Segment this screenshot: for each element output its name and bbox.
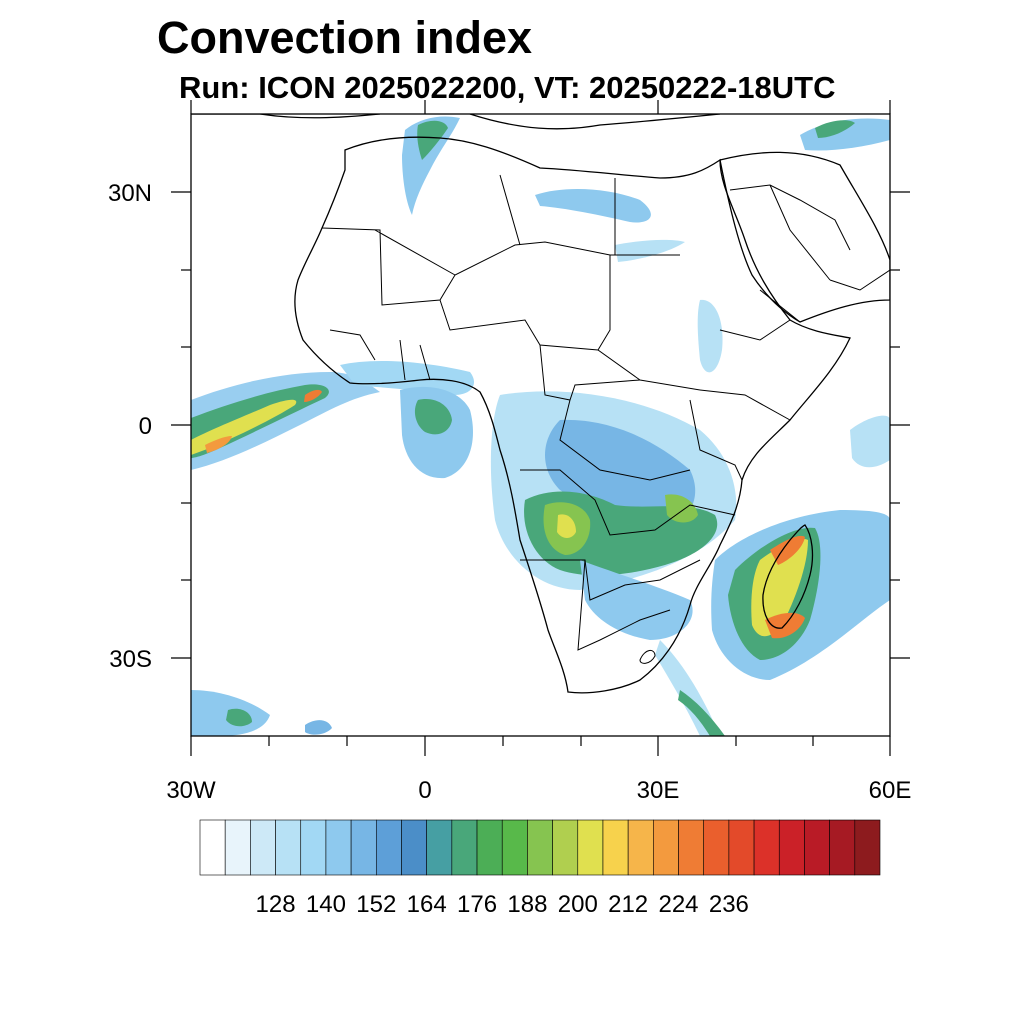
colorbar-tick-label: 224 <box>658 891 698 918</box>
arabia-coastline <box>719 151 890 323</box>
colorbar-box <box>199 819 226 876</box>
colorbar-tick-label: 164 <box>407 891 447 918</box>
field-region <box>697 299 723 373</box>
colorbar-box <box>602 819 629 876</box>
lat-label-30n: 30N <box>108 180 152 207</box>
colorbar-box <box>854 819 881 876</box>
field-region <box>535 188 651 223</box>
colorbar-box <box>829 819 856 876</box>
colorbar-tick-label: 212 <box>608 891 648 918</box>
colorbar-box <box>753 819 780 876</box>
colorbar-tick-label: 176 <box>457 891 497 918</box>
field-region <box>580 560 693 640</box>
country-borders <box>321 174 890 664</box>
field-region <box>678 690 725 736</box>
colorbar-tick-label: 152 <box>356 891 396 918</box>
colorbar-box <box>275 819 302 876</box>
border-line <box>321 227 680 306</box>
field-region <box>340 360 475 395</box>
field-region <box>815 120 855 138</box>
africa-coastline <box>294 136 851 694</box>
border-line <box>639 650 656 664</box>
colorbar-box <box>804 819 830 876</box>
colorbar-box <box>678 819 705 876</box>
chart-subtitle: Run: ICON 2025022200, VT: 20250222-18UTC <box>179 70 836 105</box>
colorbar-box <box>451 819 478 876</box>
border-line <box>719 269 890 341</box>
convection-field <box>191 116 890 736</box>
colorbar-box <box>325 819 352 876</box>
colorbar-box <box>426 819 453 876</box>
lon-label-30w: 30W <box>166 777 216 804</box>
colorbar-box <box>250 819 276 876</box>
border-line <box>520 559 701 601</box>
colorbar-tick-label: 140 <box>306 891 346 918</box>
field-region <box>305 720 332 735</box>
field-region <box>770 535 805 565</box>
border-line <box>329 329 431 381</box>
lon-label-60e: 60E <box>869 777 912 804</box>
field-region <box>751 538 808 637</box>
chart-title: Convection index <box>157 12 533 63</box>
colorbar-box <box>527 819 553 876</box>
field-region <box>402 116 460 215</box>
colorbar-box <box>300 819 327 876</box>
axis-ticks <box>171 100 910 756</box>
colorbar-box <box>577 819 604 876</box>
colorbar-tick-label: 188 <box>507 891 547 918</box>
colorbar-box <box>476 819 503 876</box>
field-region <box>557 514 576 538</box>
colorbar-tick-label: 200 <box>558 891 598 918</box>
lon-label-0: 0 <box>418 777 431 804</box>
border-line <box>499 174 616 351</box>
colorbar-box <box>627 819 654 876</box>
colorbar-box <box>653 819 679 876</box>
colorbar-box <box>401 819 427 876</box>
colorbar-box <box>224 819 251 876</box>
colorbar-box <box>350 819 377 876</box>
field-region <box>414 399 452 435</box>
colorbar-box <box>703 819 730 876</box>
field-region <box>191 372 380 470</box>
colorbar-labels: 128 140 152 164 176 188 200 212 224 236 <box>256 891 749 918</box>
colorbar <box>199 819 881 876</box>
lat-label-30s: 30S <box>109 646 152 673</box>
field-region <box>850 415 890 468</box>
border-line <box>689 389 791 481</box>
colorbar-box <box>778 819 805 876</box>
colorbar-box <box>728 819 755 876</box>
field-region <box>304 389 322 402</box>
border-line <box>577 559 671 651</box>
field-region <box>665 494 698 523</box>
field-region <box>205 436 232 453</box>
colorbar-tick-label: 128 <box>256 891 296 918</box>
colorbar-box <box>552 819 579 876</box>
field-region <box>417 120 448 160</box>
field-region <box>615 239 685 262</box>
colorbar-box <box>501 819 528 876</box>
lon-label-30e: 30E <box>637 777 680 804</box>
border-line <box>729 184 851 281</box>
field-region <box>226 708 252 727</box>
colorbar-tick-label: 236 <box>709 891 749 918</box>
lat-label-0: 0 <box>139 413 152 440</box>
border-line <box>520 469 736 536</box>
madagascar-coastline <box>762 524 814 629</box>
colorbar-box <box>375 819 402 876</box>
border-line <box>539 344 691 481</box>
